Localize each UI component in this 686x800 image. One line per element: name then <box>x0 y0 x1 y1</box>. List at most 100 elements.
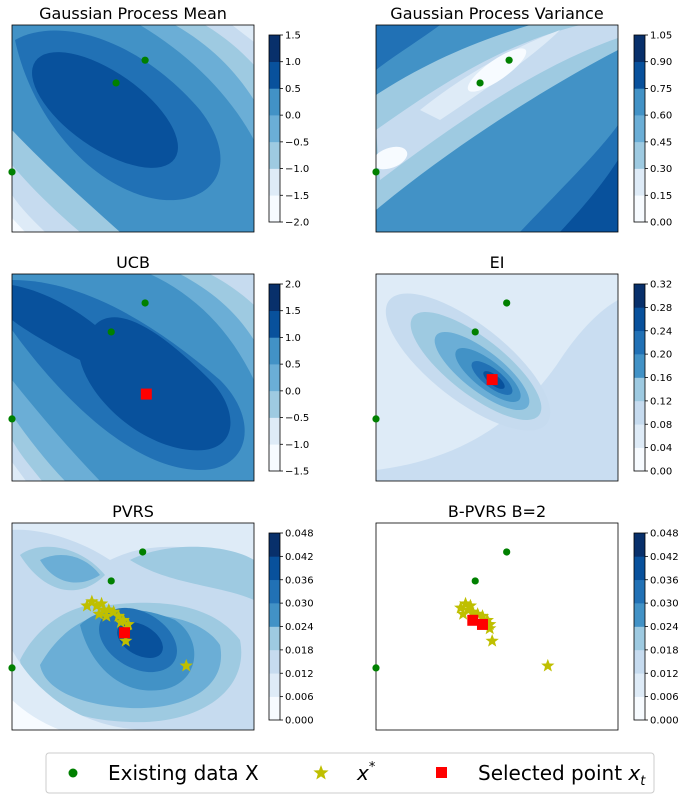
colorbar-tick-label: 0.000 <box>650 716 679 727</box>
star-marker <box>114 615 128 629</box>
panel-title: Gaussian Process Mean <box>39 4 227 23</box>
colorbar-band <box>634 649 645 674</box>
colorbar-band <box>634 603 645 627</box>
colorbar-band <box>634 447 645 472</box>
colorbar-tick-label: 0.024 <box>650 622 679 633</box>
star-marker <box>94 596 109 610</box>
colorbar-band <box>634 424 645 448</box>
colorbar-band <box>269 337 280 365</box>
colorbar-tick-label: −1.5 <box>285 191 309 202</box>
colorbar-band <box>269 35 280 63</box>
colorbar-band <box>269 390 280 418</box>
colorbar-band <box>269 533 280 557</box>
legend-star-marker <box>313 765 329 780</box>
star-marker <box>483 621 497 635</box>
contour-fill <box>12 523 254 730</box>
colorbar-tick-label: 0.048 <box>650 529 679 540</box>
legend-selected-label: Selected point xt <box>478 761 646 789</box>
star-marker <box>470 607 485 620</box>
colorbar-tick-label: 1.05 <box>650 31 672 42</box>
colorbar-tick-label: −2.0 <box>285 218 309 229</box>
colorbar-band <box>269 88 280 116</box>
colorbar-band <box>634 579 645 604</box>
star-marker <box>121 617 135 631</box>
colorbar-tick-label: −1.0 <box>285 440 309 451</box>
markers <box>8 56 149 176</box>
colorbar-tick-label: 2.0 <box>285 280 301 291</box>
star-marker <box>466 605 480 618</box>
colorbar-band <box>634 556 645 581</box>
colorbar-tick-label: 0.30 <box>650 164 672 175</box>
star-marker <box>475 609 490 622</box>
colorbar: 0.000 0.006 0.012 0.018 0.024 0.030 0.036 0.042… <box>633 529 679 727</box>
existing-point <box>107 328 115 336</box>
colorbar-band <box>269 556 280 581</box>
colorbar-band <box>269 603 280 627</box>
panel-ei: EI 0.00 0.04 0.08 0.12 0.16 0.20 0.24 0.28 0.32 <box>372 253 672 482</box>
star-marker <box>541 658 555 672</box>
colorbar-tick-label: 0.5 <box>285 360 301 371</box>
panel-gp-mean: Gaussian Process Mean −2.0 −1.5 −1.0 −0.5 0.… <box>8 4 309 233</box>
existing-point <box>476 79 484 87</box>
markers <box>372 299 511 423</box>
star-marker <box>119 633 133 647</box>
colorbar-band <box>634 626 645 651</box>
plot-frame <box>375 273 619 482</box>
colorbar-band <box>269 579 280 604</box>
colorbar-band <box>634 284 645 308</box>
colorbar-band <box>269 649 280 674</box>
selected-point <box>119 627 131 639</box>
colorbar-tick-label: −0.5 <box>285 137 309 148</box>
colorbar-tick-label: 0.018 <box>650 645 679 656</box>
colorbar-tick-label: 0.006 <box>650 692 679 703</box>
plot-frame <box>375 522 619 731</box>
panel-title: Gaussian Process Variance <box>390 4 603 23</box>
colorbar-band <box>269 168 280 196</box>
panel-title: B-PVRS B=2 <box>448 502 546 521</box>
colorbar-band <box>269 115 280 143</box>
colorbar-band <box>634 400 645 425</box>
colorbar-tick-label: 1.5 <box>285 306 301 317</box>
selected-point <box>467 614 479 626</box>
panel-ucb: UCB −1.5 −1.0 −0.5 0.0 0.5 1.0 1.5 2.0 <box>8 253 309 482</box>
star-marker <box>102 602 116 616</box>
colorbar-band <box>269 61 280 89</box>
colorbar-band <box>634 168 645 196</box>
colorbar-tick-label: −0.5 <box>285 413 309 424</box>
colorbar-band <box>634 533 645 557</box>
colorbar-tick-label: 0.5 <box>285 84 301 95</box>
colorbar-tick-label: 1.0 <box>285 333 301 344</box>
existing-point <box>372 168 380 176</box>
colorbar-tick-label: 0.030 <box>650 599 679 610</box>
legend-existing-marker <box>68 768 78 778</box>
existing-point <box>471 577 479 585</box>
existing-point <box>107 577 115 585</box>
colorbar-band <box>634 141 645 169</box>
colorbar-band <box>269 284 280 312</box>
colorbar-tick-label: 0.12 <box>650 396 672 407</box>
selected-point <box>140 388 152 400</box>
star-marker <box>90 598 104 612</box>
markers <box>372 56 513 176</box>
colorbar-frame <box>268 34 281 223</box>
colorbar-tick-label: 0.0 <box>285 386 301 397</box>
existing-point <box>139 548 147 556</box>
colorbar: −2.0 −1.5 −1.0 −0.5 0.0 0.5 1.0 1.5 <box>268 31 309 229</box>
panel-title: EI <box>490 253 505 272</box>
colorbar-band <box>269 417 280 445</box>
colorbar-band <box>634 307 645 332</box>
markers <box>372 548 555 672</box>
colorbar-tick-label: 0.048 <box>285 529 314 540</box>
star-marker <box>106 605 121 618</box>
contour-fill <box>12 274 254 481</box>
colorbar-tick-label: 0.012 <box>285 669 314 680</box>
existing-point <box>503 299 511 307</box>
colorbar: 0.000 0.006 0.012 0.018 0.024 0.030 0.036 0.042… <box>268 529 314 727</box>
star-marker <box>116 613 130 626</box>
existing-point <box>8 168 16 176</box>
colorbar-band <box>634 195 645 223</box>
colorbar-band <box>269 364 280 392</box>
colorbar-tick-label: 0.45 <box>650 137 672 148</box>
plot-frame <box>375 24 619 233</box>
